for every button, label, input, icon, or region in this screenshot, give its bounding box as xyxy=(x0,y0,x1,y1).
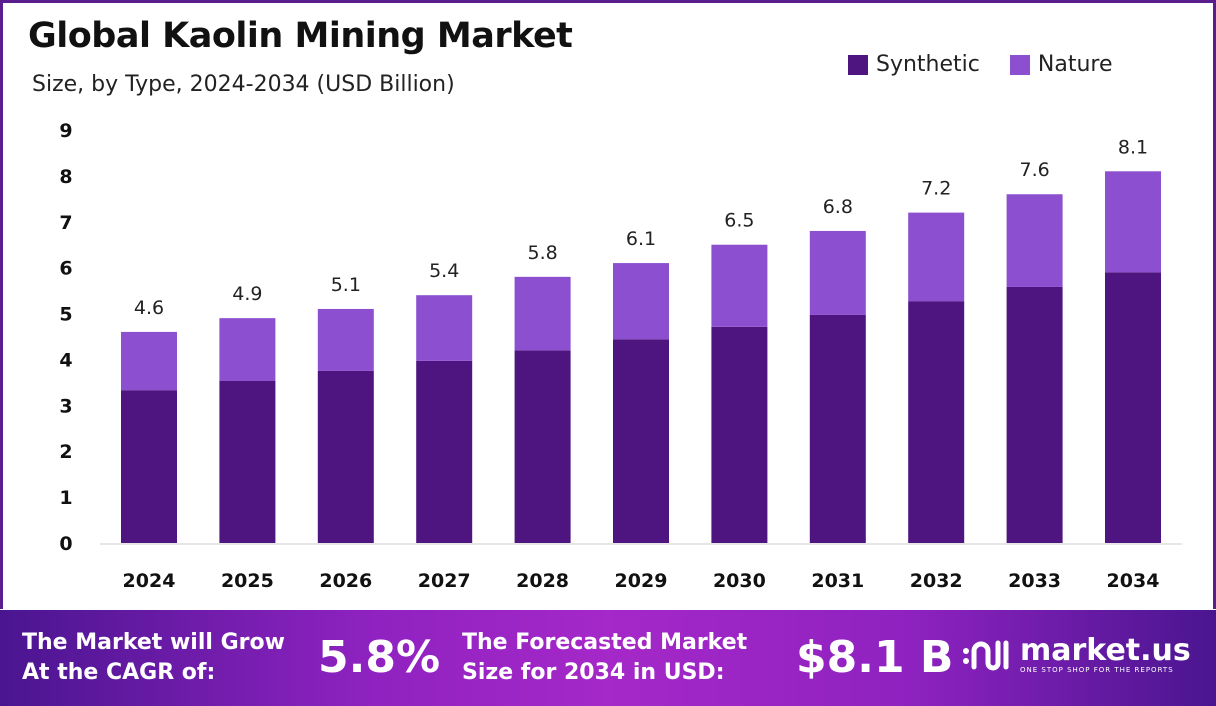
logo-tagline: ONE STOP SHOP FOR THE REPORTS xyxy=(1020,666,1174,674)
bar-synthetic-2034 xyxy=(1105,272,1161,543)
y-tick-label: 1 xyxy=(59,487,72,509)
x-tick-label: 2030 xyxy=(713,570,766,592)
data-label: 8.1 xyxy=(1118,136,1148,158)
bar-nature-2026 xyxy=(317,308,374,371)
cagr-label: The Market will Grow At the CAGR of: xyxy=(22,628,285,688)
forecast-label-line1: The Forecasted Market xyxy=(462,630,748,655)
x-tick-label: 2026 xyxy=(319,570,372,592)
bar-nature-2031 xyxy=(809,230,866,315)
chart-subtitle: Size, by Type, 2024-2034 (USD Billion) xyxy=(32,72,455,97)
logo-icon xyxy=(963,640,1009,671)
data-label: 7.6 xyxy=(1019,159,1049,181)
forecast-label: The Forecasted Market Size for 2034 in US… xyxy=(462,628,747,688)
market-us-logo: market.us ONE STOP SHOP FOR THE REPORTS xyxy=(962,636,1191,674)
x-tick-label: 2033 xyxy=(1008,570,1061,592)
bar-nature-2030 xyxy=(711,244,768,327)
bar-synthetic-2024 xyxy=(121,390,177,543)
bar-nature-2028 xyxy=(514,276,571,351)
bar-nature-2024 xyxy=(121,331,177,391)
bar-nature-2027 xyxy=(416,295,473,361)
data-label: 5.4 xyxy=(429,260,459,282)
legend-label: Nature xyxy=(1037,52,1113,77)
cagr-value: 5.8% xyxy=(318,632,441,683)
x-tick-label: 2024 xyxy=(123,570,176,592)
y-tick-label: 3 xyxy=(59,395,72,417)
legend-swatch xyxy=(1009,54,1030,75)
legend: Synthetic Nature xyxy=(848,52,1112,77)
data-label: 5.1 xyxy=(331,274,361,296)
y-tick-label: 0 xyxy=(59,533,72,555)
x-tick-label: 2025 xyxy=(221,570,274,592)
data-label: 6.1 xyxy=(626,228,656,250)
y-tick-label: 6 xyxy=(59,258,72,280)
y-tick-label: 8 xyxy=(59,166,72,188)
bar-nature-2034 xyxy=(1105,171,1161,273)
bar-synthetic-2026 xyxy=(317,370,374,543)
data-label: 6.8 xyxy=(823,196,853,218)
bar-chart: 0 1 2 3 4 5 6 7 8 9 4.6 2024 4.9 2025 5.1 2026 5.4 2027 5.… xyxy=(59,120,1182,592)
cagr-label-line2: At the CAGR of: xyxy=(22,660,216,685)
bar-synthetic-2032 xyxy=(908,301,965,543)
y-tick-label: 2 xyxy=(59,441,72,463)
data-label: 5.8 xyxy=(527,242,557,264)
bar-synthetic-2030 xyxy=(711,326,768,543)
bar-nature-2033 xyxy=(1006,194,1063,287)
data-label: 4.9 xyxy=(232,283,262,305)
x-tick-label: 2029 xyxy=(615,570,668,592)
data-label: 4.6 xyxy=(134,297,164,319)
data-label: 7.2 xyxy=(921,178,951,200)
forecast-label-line2: Size for 2034 in USD: xyxy=(462,660,725,685)
bar-nature-2025 xyxy=(219,318,276,382)
x-tick-label: 2031 xyxy=(811,570,864,592)
x-tick-label: 2027 xyxy=(418,570,471,592)
x-tick-label: 2034 xyxy=(1107,570,1160,592)
legend-item-synthetic: Synthetic xyxy=(848,52,980,77)
legend-swatch xyxy=(848,54,868,75)
bar-nature-2032 xyxy=(908,212,965,302)
cagr-label-line1: The Market will Grow xyxy=(22,630,285,655)
y-tick-label: 5 xyxy=(59,304,72,326)
y-tick-label: 9 xyxy=(59,120,72,142)
bar-nature-2029 xyxy=(613,263,669,340)
legend-label: Synthetic xyxy=(876,52,980,77)
bar-synthetic-2033 xyxy=(1006,286,1063,543)
bar-synthetic-2029 xyxy=(613,339,669,543)
y-tick-label: 4 xyxy=(59,349,72,371)
legend-item-nature: Nature xyxy=(1009,52,1113,77)
forecast-value: $8.1 B xyxy=(796,632,954,683)
footer-banner: The Market will Grow At the CAGR of: 5.8%… xyxy=(0,610,1216,706)
logo-name: market.us xyxy=(1020,633,1191,668)
x-tick-label: 2028 xyxy=(516,570,569,592)
bar-synthetic-2025 xyxy=(219,381,276,543)
bar-synthetic-2031 xyxy=(809,314,866,543)
chart-title: Global Kaolin Mining Market xyxy=(28,16,573,56)
y-tick-label: 7 xyxy=(59,212,72,234)
bar-synthetic-2027 xyxy=(416,360,473,543)
data-label: 6.5 xyxy=(724,210,754,232)
x-tick-label: 2032 xyxy=(910,570,963,592)
bar-synthetic-2028 xyxy=(514,350,571,543)
